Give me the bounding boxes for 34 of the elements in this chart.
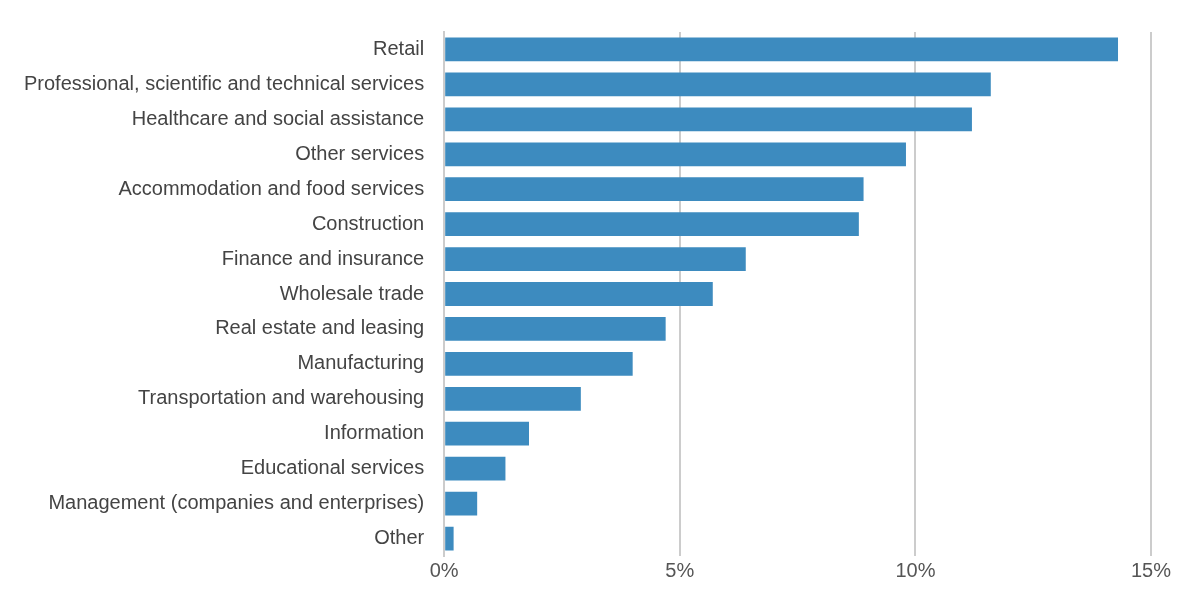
y-tick-label: Educational services xyxy=(240,456,425,479)
y-tick-label: Finance and insurance xyxy=(221,246,425,269)
x-tick-label: 0% xyxy=(429,558,459,581)
y-tick-label: Professional, scientific and technical services xyxy=(24,71,425,94)
bar xyxy=(445,351,633,376)
bar xyxy=(445,421,529,446)
y-tick-label: Real estate and leasing xyxy=(215,316,425,339)
bar xyxy=(445,107,972,132)
bar xyxy=(445,456,506,481)
y-tick-label: Wholesale trade xyxy=(279,281,425,304)
bar xyxy=(445,72,991,97)
bar xyxy=(445,491,478,516)
y-tick-label: Other services xyxy=(295,141,425,164)
bar xyxy=(445,247,746,271)
y-tick-label: Transportation and warehousing xyxy=(138,386,425,409)
y-tick-label: Information xyxy=(324,421,425,444)
bar xyxy=(445,177,864,202)
bar xyxy=(445,317,666,341)
bar xyxy=(445,212,859,237)
x-tick-label: 10% xyxy=(895,558,936,581)
bar xyxy=(445,142,906,167)
x-tick-label: 5% xyxy=(665,558,695,581)
y-tick-label: Accommodation and food services xyxy=(118,176,425,199)
bar xyxy=(445,37,1119,62)
y-tick-label: Construction xyxy=(311,211,425,234)
y-tick-label: Retail xyxy=(373,36,425,59)
x-tick-label: 15% xyxy=(1130,558,1172,581)
bar xyxy=(445,282,713,306)
y-tick-label: Other xyxy=(374,526,425,549)
bar xyxy=(445,526,454,551)
y-tick-label: Healthcare and social assistance xyxy=(131,106,425,129)
y-tick-label: Management (companies and enterprises) xyxy=(48,491,425,514)
bar xyxy=(445,386,581,411)
y-tick-label: Manufacturing xyxy=(297,351,425,374)
